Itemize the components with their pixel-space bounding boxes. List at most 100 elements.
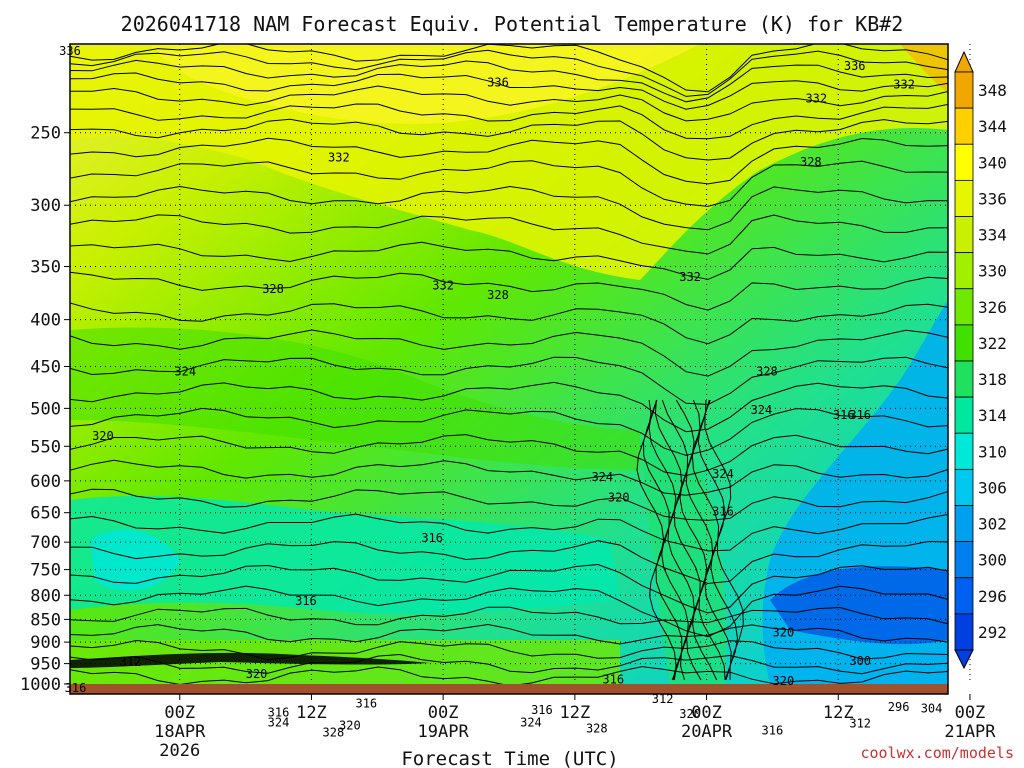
contour-label: 316: [268, 706, 290, 720]
contour-label: 312: [120, 655, 142, 669]
contour-label: 328: [586, 722, 608, 736]
contour-line: [70, 585, 948, 638]
colorbar-label: 336: [978, 189, 1007, 208]
x-tick-label: 20APR: [681, 722, 733, 742]
contour-label: 312: [652, 692, 674, 706]
colorbar-label: 318: [978, 370, 1007, 389]
contour-line: [70, 563, 948, 614]
contour-line: [70, 49, 948, 97]
y-tick-label: 250: [30, 124, 61, 144]
contour-line: [70, 459, 948, 496]
y-tick-label: 300: [30, 196, 61, 216]
contour-label: 332: [432, 279, 454, 293]
contour-line: [70, 85, 948, 122]
contour-line: [70, 271, 948, 311]
y-tick-label: 550: [30, 437, 61, 457]
contour-line: [70, 103, 948, 140]
colorbar-label: 310: [978, 442, 1007, 461]
x-tick-label: 21APR: [944, 722, 996, 742]
contour-label: 336: [487, 75, 509, 89]
x-axis-label: Forecast Time (UTC): [401, 748, 618, 768]
contour-label: 332: [679, 270, 701, 284]
colorbar-swatch: [954, 179, 974, 217]
y-tick-label: 650: [30, 504, 61, 524]
contour-label: 336: [59, 44, 81, 58]
contour-label: 332: [805, 91, 827, 105]
colorbar-swatch: [954, 468, 974, 506]
colorbar-label: 300: [978, 551, 1007, 570]
contour-label: 320: [773, 625, 795, 639]
contour-lines: [70, 44, 948, 684]
x-tick-label: 18APR: [154, 722, 206, 742]
colorbar-swatch: [954, 216, 974, 254]
contour-label: 328: [800, 155, 822, 169]
colorbar: 348 344 340 336 334 330 326 322 318 314 310 306 302 3…: [954, 50, 1007, 670]
contour-label: 312: [849, 717, 871, 731]
contour-line: [70, 434, 948, 477]
colorbar-label: 344: [978, 117, 1007, 136]
y-tick-label: 1000: [20, 675, 61, 695]
contour-line: [70, 381, 948, 433]
x-tick-label: 00Z: [428, 703, 459, 723]
frontal-cyan-strip: [640, 440, 727, 684]
colorbar-swatch: [954, 288, 974, 326]
contour-line: [70, 356, 948, 406]
frontal-contour: [704, 399, 744, 680]
colorbar-swatch: [954, 71, 974, 109]
contour-label: 324: [712, 467, 734, 481]
contour-label: 320: [773, 674, 795, 688]
y-tick-label: 900: [30, 633, 61, 653]
colorbar-swatch: [954, 107, 974, 145]
contour-label: 316: [712, 505, 734, 519]
contour-line: [70, 160, 948, 207]
contour-line: [70, 118, 948, 161]
contour-label: 324: [174, 364, 196, 378]
contour-label: 320: [92, 429, 114, 443]
colorbar-label: 330: [978, 262, 1007, 281]
contour-label: 324: [591, 470, 613, 484]
y-tick-label: 500: [30, 399, 61, 419]
colorbar-label: 292: [978, 623, 1007, 642]
contour-label: 328: [323, 725, 345, 739]
contour-line: [70, 185, 948, 231]
y-axis: 250 300 350 400 450 500 550 600 650 700 750 800 850 9…: [20, 124, 70, 695]
x-tick-label: 19APR: [418, 722, 470, 742]
colorbar-label: 296: [978, 587, 1007, 606]
contour-label: 296: [888, 700, 910, 714]
colorbar-swatch: [954, 577, 974, 615]
y-tick-label: 450: [30, 357, 61, 377]
colorbar-bottom-arrow: [954, 649, 974, 670]
contour-label: 300: [849, 654, 871, 668]
colorbar-label: 306: [978, 478, 1007, 497]
contour-label: 304: [921, 701, 943, 715]
x-tick-label: 12Z: [823, 703, 854, 723]
credit-text: coolwx.com/models: [860, 744, 1014, 762]
contour-label: 316: [355, 696, 377, 710]
colorbar-swatch: [954, 360, 974, 398]
contour-label: 332: [893, 77, 915, 91]
contour-line: [70, 666, 948, 684]
contour-line: [70, 214, 948, 255]
contour-line: [70, 513, 948, 552]
frontal-contour: [661, 399, 702, 681]
contour-label: 332: [328, 150, 350, 164]
x-tick-label: 12Z: [559, 703, 590, 723]
contour-line: [70, 639, 948, 661]
contour-label: 316: [65, 681, 87, 695]
contour-label: 336: [844, 59, 866, 73]
contour-label: 324: [520, 715, 542, 729]
y-tick-label: 350: [30, 258, 61, 278]
contour-label: 316: [849, 408, 871, 422]
contour-line: [70, 72, 948, 110]
contour-line: [70, 241, 948, 280]
colorbar-label: 326: [978, 298, 1007, 317]
x-tick-label: 12Z: [296, 703, 327, 723]
colorbar-swatch: [954, 505, 974, 543]
y-tick-label: 400: [30, 311, 61, 331]
contour-label: 316: [295, 594, 317, 608]
cyan-pocket: [90, 529, 180, 591]
low-level-jet-streak: [70, 652, 430, 668]
contour-label: 320: [339, 718, 361, 732]
